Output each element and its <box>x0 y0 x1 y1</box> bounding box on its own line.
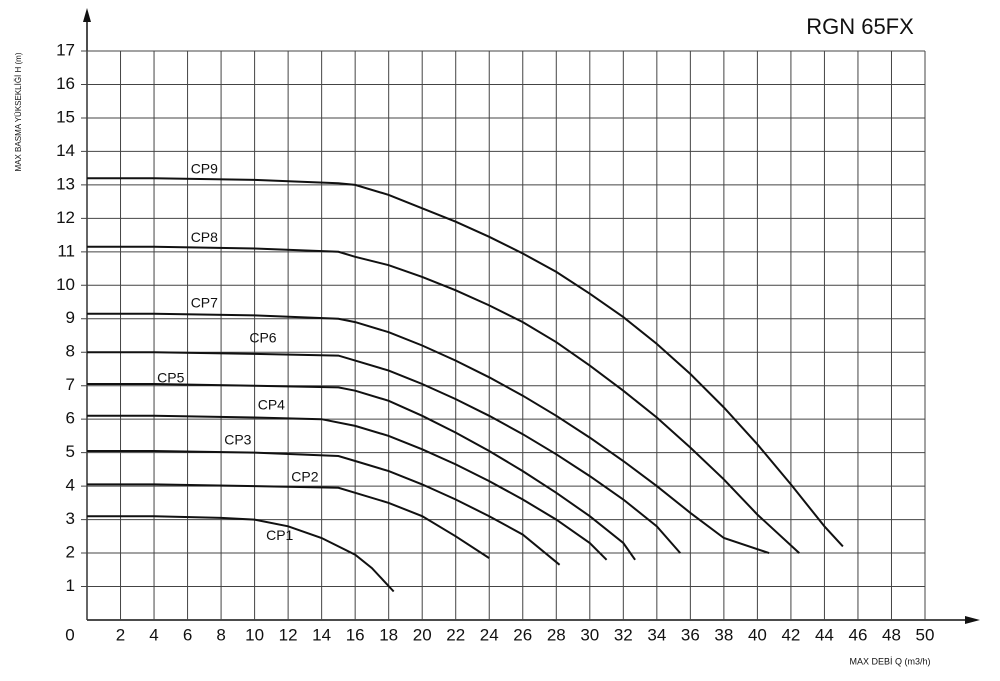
curve <box>87 515 395 593</box>
series-label: CP8 <box>191 229 218 245</box>
y-tick-label: 7 <box>66 375 75 394</box>
curve <box>87 312 770 555</box>
y-tick-label: 3 <box>66 509 75 528</box>
y-tick-label: 4 <box>66 476 75 495</box>
x-tick-label: 28 <box>547 625 566 644</box>
x-tick-label: 18 <box>379 625 398 644</box>
y-tick-label: 8 <box>66 342 75 361</box>
x-tick-label: 20 <box>413 625 432 644</box>
chart-title: RGN 65FX <box>806 14 914 39</box>
y-tick-label: 10 <box>56 275 75 294</box>
x-tick-label: 12 <box>279 625 298 644</box>
x-tick-label: 10 <box>245 625 264 644</box>
y-tick-label: 1 <box>66 576 75 595</box>
x-tick-label: 2 <box>116 625 125 644</box>
series-label: CP5 <box>157 370 184 386</box>
series-label: CP7 <box>191 294 218 310</box>
x-tick-label: 36 <box>681 625 700 644</box>
y-tick-label: 15 <box>56 107 75 126</box>
x-tick-label: 38 <box>714 625 733 644</box>
y-axis-arrow <box>83 8 91 22</box>
y-tick-label: 13 <box>56 174 75 193</box>
y-tick-label: 14 <box>56 141 75 160</box>
curve <box>87 351 682 554</box>
x-tick-label: 30 <box>580 625 599 644</box>
series-label: CP9 <box>191 161 218 177</box>
x-tick-label: 22 <box>446 625 465 644</box>
x-tick-label: 32 <box>614 625 633 644</box>
x-tick-label: 50 <box>916 625 935 644</box>
y-axis-label: MAX BASMA YÜKSEKLİĞİ H (m) <box>14 52 23 171</box>
x-tick-label: 26 <box>513 625 532 644</box>
x-tick-label: 16 <box>346 625 365 644</box>
y-tick-label: 11 <box>57 241 75 260</box>
x-tick-label: 48 <box>882 625 901 644</box>
x-tick-label: 44 <box>815 625 834 644</box>
x-axis-label: MAX DEBİ Q (m3/h) <box>849 656 930 666</box>
x-tick-label: 24 <box>480 625 499 644</box>
x-tick-label: 34 <box>647 625 666 644</box>
x-tick-label: 46 <box>848 625 867 644</box>
curve <box>87 383 636 561</box>
x-tick-label: 14 <box>312 625 331 644</box>
series-label: CP3 <box>224 432 251 448</box>
x-tick-label: 8 <box>216 625 225 644</box>
series-label: CP1 <box>266 527 293 543</box>
x-tick-label: 0 <box>65 625 74 644</box>
x-tick-label: 4 <box>149 625 158 644</box>
x-axis-arrow <box>965 616 980 624</box>
y-tick-label: 6 <box>66 409 75 428</box>
x-tick-label: 40 <box>748 625 767 644</box>
y-tick-label: 17 <box>56 40 75 59</box>
series-label: CP2 <box>291 468 318 484</box>
x-tick-label: 6 <box>183 625 192 644</box>
curve <box>87 245 800 554</box>
x-tick-label: 42 <box>781 625 800 644</box>
y-tick-label: 12 <box>56 208 75 227</box>
series-label: CP4 <box>258 396 285 412</box>
y-tick-label: 9 <box>66 308 75 327</box>
series-label: CP6 <box>249 330 276 346</box>
y-tick-label: 5 <box>66 442 75 461</box>
curve <box>87 483 490 559</box>
curve <box>87 177 844 548</box>
y-tick-label: 2 <box>66 543 75 562</box>
curve <box>87 414 608 561</box>
y-tick-label: 16 <box>56 74 75 93</box>
curve <box>87 450 561 566</box>
